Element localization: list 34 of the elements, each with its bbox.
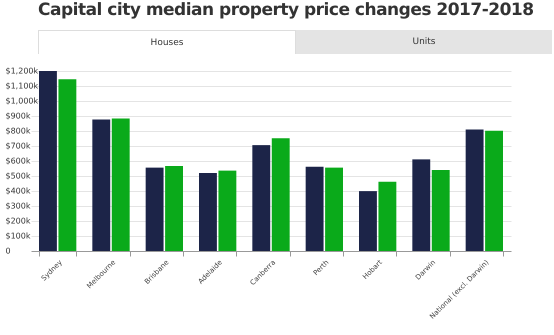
y-tick-label: $300k: [6, 202, 31, 210]
bar: [165, 166, 183, 251]
y-tick-label: $800k: [6, 126, 31, 136]
bar: [412, 159, 430, 251]
y-tick-label: $900k: [6, 112, 31, 120]
bar: [39, 71, 57, 251]
y-tick-label: $500k: [6, 172, 31, 180]
bar: [272, 138, 290, 251]
bar: [218, 170, 236, 251]
bar: [432, 170, 450, 251]
bar: [58, 79, 76, 251]
bar: [378, 182, 396, 251]
bar: [112, 118, 130, 251]
bar: [199, 173, 217, 251]
bar: [146, 168, 164, 251]
bar: [466, 130, 484, 251]
y-tick-label: $200k: [6, 216, 31, 226]
text: Units: [296, 30, 552, 54]
bar: [252, 145, 270, 251]
bar: [485, 130, 503, 251]
y-tick-label: $1,100k: [6, 82, 38, 90]
y-tick-label: $1,000k: [6, 96, 38, 106]
y-tick-label: $700k: [6, 142, 31, 150]
y-tick-label: $600k: [6, 156, 31, 166]
y-tick-label: 0: [6, 246, 11, 256]
bar: [325, 168, 343, 251]
chart-title: Capital city median property price changes 2017-2018: [38, 0, 534, 20]
text: Houses: [38, 30, 296, 54]
y-tick-label: $100k: [6, 232, 31, 240]
bar: [92, 119, 110, 251]
bar: [306, 166, 324, 251]
bar: [359, 191, 377, 251]
y-tick-label: $1,200k: [6, 66, 38, 76]
y-tick-label: $400k: [6, 186, 31, 196]
